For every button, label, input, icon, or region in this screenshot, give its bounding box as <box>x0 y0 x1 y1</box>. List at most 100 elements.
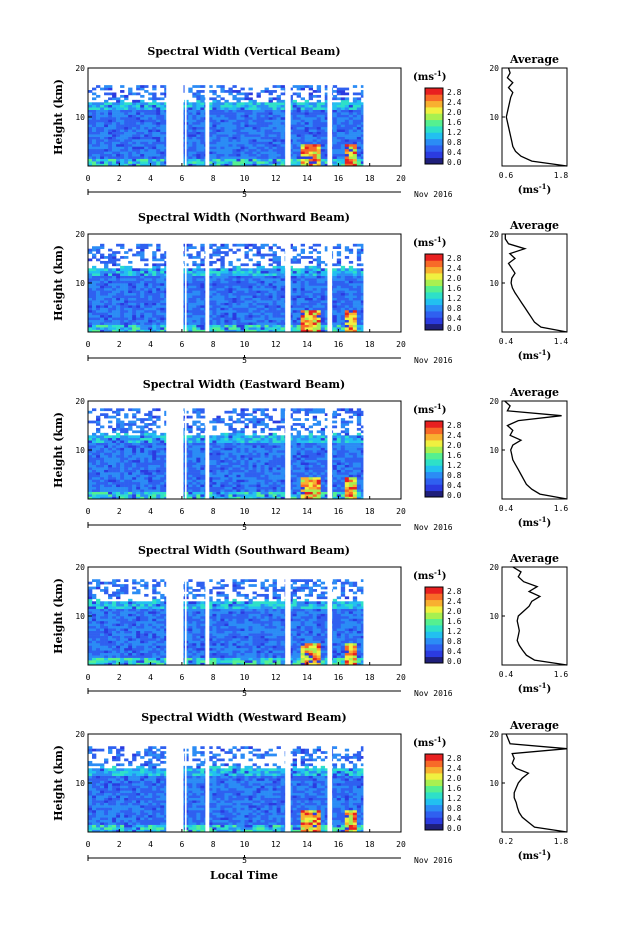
colorbar-unit: (ms-1) <box>413 69 446 83</box>
colorbar-tick-label: 0.0 <box>447 657 462 666</box>
average-profile: Average 20 10 0.6 1.8(ms-1) <box>489 53 568 196</box>
x-tick-label: 18 <box>365 673 375 682</box>
avg-x-tick-label: 1.8 <box>554 837 569 846</box>
average-frame <box>501 67 568 167</box>
x-tick-label: 2 <box>117 673 122 682</box>
colorbar-tick-label: 1.2 <box>447 128 462 137</box>
colorbar-tick-label: 1.2 <box>447 794 462 803</box>
x-tick-label: 8 <box>211 174 216 183</box>
x-tick-label: 6 <box>179 174 184 183</box>
x-tick-label: 20 <box>396 673 406 682</box>
x-tick-label: 14 <box>302 174 312 183</box>
colorbar-tick-label: 2.4 <box>447 764 462 773</box>
average-frame <box>501 566 568 666</box>
avg-y-tick-label: 20 <box>489 563 499 572</box>
colorbar-tick-label: 0.8 <box>447 637 462 646</box>
avg-y-tick-label: 10 <box>489 779 499 788</box>
average-unit: (ms-1) <box>518 848 551 862</box>
x-tick-label: 16 <box>334 673 344 682</box>
colorbar-tick-label: 2.0 <box>447 108 462 117</box>
average-title: Average <box>509 719 559 732</box>
x-tick-label: 20 <box>396 507 406 516</box>
y-tick-label: 10 <box>75 446 85 455</box>
colorbar-tick-label: 1.2 <box>447 627 462 636</box>
panel-1: Spectral Width (Vertical Beam)2010Height… <box>52 45 568 199</box>
avg-x-tick-label: 0.4 <box>499 504 514 513</box>
x-tick-label: 8 <box>211 673 216 682</box>
avg-x-tick-label: 0.6 <box>499 171 514 180</box>
average-profile-line <box>505 733 568 833</box>
average-frame <box>501 733 568 833</box>
average-profile-line <box>504 234 568 333</box>
date-label: Nov 2016 <box>414 523 453 532</box>
colorbar-tick-label: 0.0 <box>447 491 462 500</box>
x-tick-label: 16 <box>334 340 344 349</box>
heatmap-cells <box>88 733 402 833</box>
x-tick-label: 4 <box>148 673 153 682</box>
colorbar-tick-label: 0.8 <box>447 804 462 813</box>
panel-2: Spectral Width (Northward Beam)2010Heigh… <box>52 211 568 365</box>
colorbar-tick-label: 0.4 <box>447 814 462 823</box>
colorbar-tick-label: 2.4 <box>447 264 462 273</box>
date-label: Nov 2016 <box>414 356 453 365</box>
avg-y-tick-label: 10 <box>489 612 499 621</box>
x-tick-label: 14 <box>302 340 312 349</box>
average-profile: Average 20 10 0.4 1.6(ms-1) <box>489 386 568 529</box>
x-tick-label: 10 <box>240 840 250 849</box>
average-profile: Average 20 10 0.4 1.4(ms-1) <box>489 219 568 362</box>
average-profile-line <box>505 67 568 167</box>
avg-y-tick-label: 20 <box>489 730 499 739</box>
x-tick-label: 16 <box>334 840 344 849</box>
colorbar-tick-label: 1.6 <box>447 451 462 460</box>
x-tick-label: 10 <box>240 673 250 682</box>
average-profile: Average 20 10 0.2 1.8(ms-1) <box>489 719 568 862</box>
colorbar-tick-label: 0.4 <box>447 148 462 157</box>
colorbar-unit: (ms-1) <box>413 568 446 582</box>
y-tick-label: 10 <box>75 113 85 122</box>
x-tick-label: 2 <box>117 340 122 349</box>
average-unit: (ms-1) <box>518 515 551 529</box>
colorbar-tick-label: 2.8 <box>447 254 462 263</box>
date-marker: 5 <box>242 523 247 532</box>
x-tick-label: 6 <box>179 840 184 849</box>
avg-x-tick-label: 1.6 <box>554 670 569 679</box>
x-tick-label: 2 <box>117 507 122 516</box>
x-tick-label: 2 <box>117 840 122 849</box>
average-title: Average <box>509 53 559 66</box>
panel-title: Spectral Width (Vertical Beam) <box>147 45 340 58</box>
average-unit: (ms-1) <box>518 348 551 362</box>
x-tick-label: 4 <box>148 340 153 349</box>
panel-4: Spectral Width (Southward Beam)2010Heigh… <box>52 544 568 698</box>
date-label: Nov 2016 <box>414 190 453 199</box>
colorbar-tick-label: 2.0 <box>447 774 462 783</box>
heatmap-cells <box>88 67 402 167</box>
colorbar-tick-label: 0.4 <box>447 481 462 490</box>
y-tick-label: 20 <box>75 397 85 406</box>
average-title: Average <box>509 552 559 565</box>
x-tick-label: 10 <box>240 507 250 516</box>
x-tick-label: 16 <box>334 174 344 183</box>
colorbar-tick-label: 0.4 <box>447 647 462 656</box>
panel-title: Spectral Width (Westward Beam) <box>141 711 346 724</box>
panel-5: Spectral Width (Westward Beam)2010Height… <box>52 711 568 865</box>
colorbar-tick-label: 1.6 <box>447 284 462 293</box>
x-tick-label: 18 <box>365 840 375 849</box>
colorbar-tick-label: 2.4 <box>447 431 462 440</box>
x-tick-label: 6 <box>179 340 184 349</box>
x-tick-label: 12 <box>271 340 281 349</box>
x-tick-label: 8 <box>211 507 216 516</box>
avg-y-tick-label: 10 <box>489 446 499 455</box>
x-tick-label: 2 <box>117 174 122 183</box>
x-tick-label: 14 <box>302 840 312 849</box>
colorbar-tick-label: 2.0 <box>447 607 462 616</box>
colorbar-tick-label: 1.6 <box>447 784 462 793</box>
colorbar-tick-label: 2.0 <box>447 274 462 283</box>
colorbar: 2.82.42.01.61.20.80.40.0 <box>424 753 462 833</box>
panel-3: Spectral Width (Eastward Beam)2010Height… <box>52 378 568 532</box>
colorbar-tick-label: 2.8 <box>447 421 462 430</box>
x-tick-label: 6 <box>179 673 184 682</box>
x-tick-label: 20 <box>396 840 406 849</box>
colorbar: 2.82.42.01.61.20.80.40.0 <box>424 420 462 500</box>
colorbar-tick-label: 2.4 <box>447 98 462 107</box>
colorbar-tick-label: 0.0 <box>447 824 462 833</box>
